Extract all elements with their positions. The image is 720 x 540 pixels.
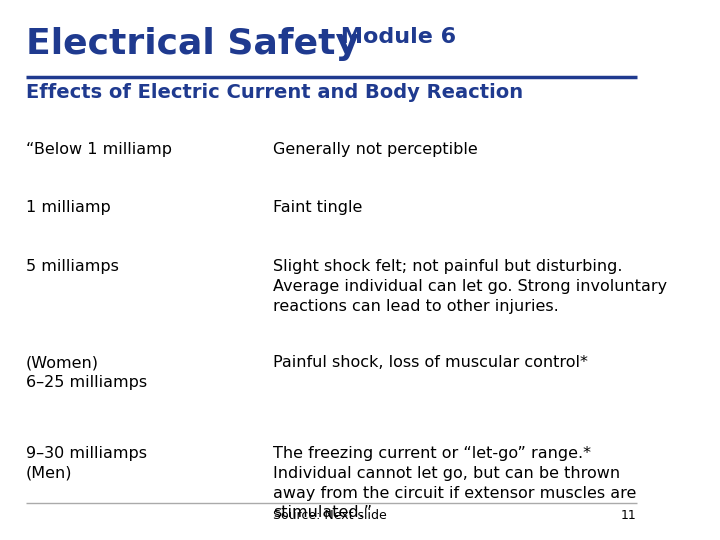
Text: The freezing current or “let-go” range.*
Individual cannot let go, but can be th: The freezing current or “let-go” range.*…: [273, 446, 636, 521]
Text: Generally not perceptible: Generally not perceptible: [273, 141, 477, 157]
Text: - Module 6: - Module 6: [316, 26, 456, 47]
Text: 11: 11: [621, 509, 636, 522]
Text: 5 milliamps: 5 milliamps: [26, 259, 119, 274]
Text: (Women)
6–25 milliamps: (Women) 6–25 milliamps: [26, 355, 147, 390]
Text: Source: Next slide: Source: Next slide: [273, 509, 387, 522]
Text: “Below 1 milliamp: “Below 1 milliamp: [26, 141, 172, 157]
Text: Electrical Safety: Electrical Safety: [26, 26, 359, 60]
Text: Painful shock, loss of muscular control*: Painful shock, loss of muscular control*: [273, 355, 588, 370]
Text: Faint tingle: Faint tingle: [273, 200, 362, 215]
Text: Slight shock felt; not painful but disturbing.
Average individual can let go. St: Slight shock felt; not painful but distu…: [273, 259, 667, 314]
Text: 9–30 milliamps
(Men): 9–30 milliamps (Men): [26, 446, 147, 481]
Text: Effects of Electric Current and Body Reaction: Effects of Electric Current and Body Rea…: [26, 83, 523, 102]
Text: 1 milliamp: 1 milliamp: [26, 200, 111, 215]
